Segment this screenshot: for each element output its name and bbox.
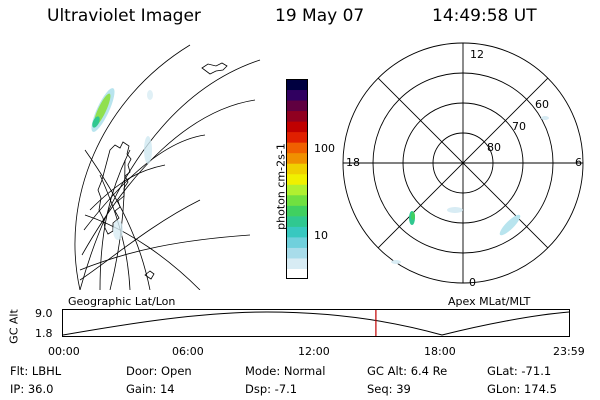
timeline-ylabel: GC Alt xyxy=(7,309,21,344)
color-scale-bar xyxy=(286,79,308,280)
polar-label-18: 18 xyxy=(346,156,360,169)
colorbar-band xyxy=(286,100,308,112)
altitude-timeline xyxy=(62,309,570,337)
polar-label-6: 6 xyxy=(575,156,582,169)
glon-readout: GLon: 174.5 xyxy=(487,382,557,396)
colorbar-band xyxy=(286,173,308,185)
left-map-caption: Geographic Lat/Lon xyxy=(68,295,176,308)
colorbar-band xyxy=(286,268,308,280)
glat-readout: GLat: -71.1 xyxy=(487,364,552,378)
right-map-caption: Apex MLat/MLT xyxy=(448,295,531,308)
timeline-xtick-0: 00:00 xyxy=(48,345,80,358)
colorbar-band xyxy=(286,215,308,227)
colorbar-band xyxy=(286,131,308,143)
colorbar-band xyxy=(286,257,308,269)
colorbar-band xyxy=(286,163,308,175)
timeline-xtick-1: 06:00 xyxy=(172,345,204,358)
gain-readout: Gain: 14 xyxy=(126,382,175,396)
time-readout: 14:49:58 UT xyxy=(432,6,537,26)
colorbar-band xyxy=(286,121,308,133)
colorbar-band xyxy=(286,142,308,154)
filter-readout: Flt: LBHL xyxy=(10,364,62,378)
polar-lat-70: 70 xyxy=(512,120,526,133)
timeline-ytick-top: 9.0 xyxy=(35,307,53,320)
colorbar-band xyxy=(286,226,308,238)
app-title: Ultraviolet Imager xyxy=(47,6,201,26)
colorbar-band xyxy=(286,110,308,122)
seq-readout: Seq: 39 xyxy=(367,382,411,396)
timeline-ytick-bottom: 1.8 xyxy=(35,327,53,340)
dsp-readout: Dsp: -7.1 xyxy=(245,382,298,396)
colorbar-band xyxy=(286,247,308,259)
colorbar-band xyxy=(286,79,308,91)
polar-label-12: 12 xyxy=(470,48,484,61)
timeline-xtick-3: 18:00 xyxy=(424,345,456,358)
date-readout: 19 May 07 xyxy=(275,6,365,26)
polar-lat-80: 80 xyxy=(487,141,501,154)
colorbar-tick-10: 10 xyxy=(314,229,328,242)
colorbar-band xyxy=(286,184,308,196)
timeline-xtick-4: 23:59 xyxy=(553,345,585,358)
colorbar-band xyxy=(286,205,308,217)
timeline-xtick-2: 12:00 xyxy=(298,345,330,358)
gc-alt-readout: GC Alt: 6.4 Re xyxy=(367,364,448,378)
mode-readout: Mode: Normal xyxy=(245,364,326,378)
polar-label-0: 0 xyxy=(469,276,476,289)
colorbar-band xyxy=(286,236,308,248)
colorbar-tick-100: 100 xyxy=(314,142,335,155)
colorbar-band xyxy=(286,152,308,164)
ip-readout: IP: 36.0 xyxy=(10,382,54,396)
colorbar-band xyxy=(286,89,308,101)
door-readout: Door: Open xyxy=(126,364,192,378)
polar-lat-60: 60 xyxy=(535,98,549,111)
colorbar-band xyxy=(286,194,308,206)
